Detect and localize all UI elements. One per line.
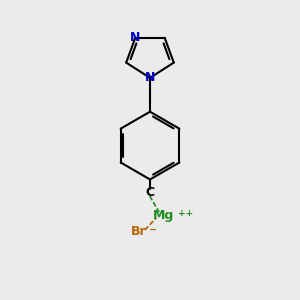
Text: −: − <box>149 225 158 235</box>
Text: ++: ++ <box>178 209 193 218</box>
Text: C: C <box>146 186 154 199</box>
Text: N: N <box>130 32 140 44</box>
Text: Br: Br <box>131 225 147 239</box>
Text: N: N <box>145 71 155 84</box>
Text: Mg: Mg <box>153 209 174 222</box>
